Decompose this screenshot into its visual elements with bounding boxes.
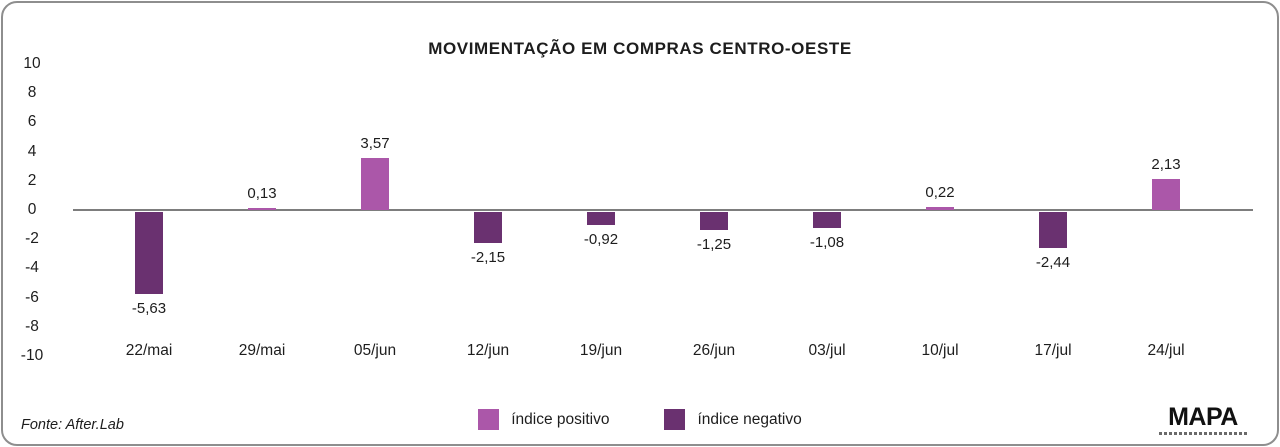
chart-area: 10 8 6 4 2 0 -2 -4 -6 -8 -10 -5,63 22/mai 0,13 29/mai 3… <box>3 3 1277 444</box>
y-tick-label: -8 <box>25 318 39 335</box>
y-tick-label: 2 <box>27 172 37 189</box>
y-tick-label: 6 <box>27 113 37 130</box>
y-tick-label: 8 <box>27 84 37 101</box>
y-tick-label: 4 <box>27 143 37 160</box>
x-tick-label: 29/mai <box>238 342 286 359</box>
bar-value-label: -2,44 <box>1035 254 1071 271</box>
bar-value-label: -0,92 <box>583 231 619 248</box>
bar-negative <box>587 212 615 225</box>
bar-value-label: -5,63 <box>131 300 167 317</box>
y-tick-label: -4 <box>25 259 39 276</box>
source-note: Fonte: After.Lab <box>21 417 124 433</box>
legend-swatch <box>664 409 686 430</box>
bar-value-label: -2,15 <box>470 249 506 266</box>
bar-value-label: -1,08 <box>809 234 845 251</box>
y-tick-label: 0 <box>27 201 37 218</box>
bar-value-label: 0,22 <box>925 184 955 201</box>
x-tick-label: 05/jun <box>353 342 397 359</box>
x-tick-label: 17/jul <box>1034 342 1072 359</box>
bar-positive <box>926 207 954 210</box>
bar-negative <box>1039 212 1067 248</box>
bar-positive <box>248 208 276 210</box>
mapa-logo-wordmark: MAPA <box>1168 403 1238 431</box>
bar-positive <box>361 158 389 210</box>
x-tick-label: 12/jun <box>466 342 510 359</box>
x-tick-label: 03/jul <box>808 342 846 359</box>
legend-swatch <box>478 409 500 430</box>
bar-positive <box>1152 179 1180 210</box>
y-tick-label: -2 <box>25 230 39 247</box>
y-tick-label: 10 <box>23 55 41 72</box>
x-tick-label: 26/jun <box>692 342 736 359</box>
bar-negative <box>135 212 163 294</box>
bar-negative <box>700 212 728 230</box>
bar-value-label: -1,25 <box>696 236 732 253</box>
y-tick-label: -6 <box>25 289 39 306</box>
x-tick-label: 10/jul <box>921 342 959 359</box>
bar-value-label: 2,13 <box>1151 156 1181 173</box>
mapa-logo: MAPA <box>1159 405 1247 435</box>
x-tick-label: 24/jul <box>1147 342 1185 359</box>
bar-negative <box>813 212 841 228</box>
bar-negative <box>474 212 502 243</box>
x-tick-label: 19/jun <box>579 342 623 359</box>
legend-entry: índice positivo <box>478 409 609 430</box>
legend-label: índice positivo <box>511 410 610 428</box>
bar-value-label: 0,13 <box>247 185 277 202</box>
y-tick-label: -10 <box>20 347 44 364</box>
chart-legend: índice positivo índice negativo <box>3 409 1277 430</box>
legend-label: índice negativo <box>697 410 802 428</box>
x-tick-label: 22/mai <box>125 342 173 359</box>
legend-entry: índice negativo <box>664 409 802 430</box>
chart-title: MOVIMENTAÇÃO EM COMPRAS CENTRO-OESTE <box>428 39 852 58</box>
zero-axis-line <box>73 209 1253 211</box>
mapa-logo-tagline <box>1159 432 1247 435</box>
bar-value-label: 3,57 <box>360 135 390 152</box>
